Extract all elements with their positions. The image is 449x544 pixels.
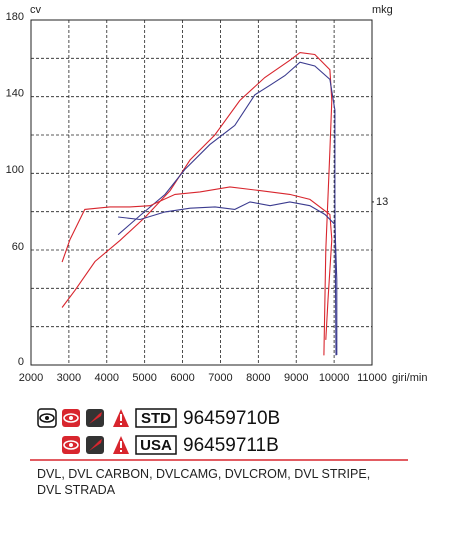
- y-tick-label: 60: [12, 241, 24, 253]
- x-tick-label: 11000: [357, 372, 387, 384]
- part-label: STD: [141, 410, 171, 427]
- x-tick-label: 8000: [246, 372, 270, 384]
- chart: cv mkg giri/min STD 96459710B USA 964597…: [6, 4, 427, 461]
- series-line: [118, 201, 338, 355]
- y-tick-label: 0: [18, 356, 24, 368]
- series-line: [117, 61, 337, 356]
- series-line: [61, 52, 333, 356]
- x-tick-label: 7000: [208, 372, 232, 384]
- y-tick-label: 140: [6, 88, 24, 100]
- icon-row: [37, 408, 129, 428]
- x-tick-label: 10000: [319, 372, 350, 384]
- x-tick-label: 4000: [95, 372, 119, 384]
- part-code: 96459710B: [183, 408, 280, 429]
- x-tick-label: 3000: [57, 372, 81, 384]
- x-unit: giri/min: [392, 372, 427, 384]
- x-tick-label: 5000: [132, 372, 156, 384]
- y2-tick-label: 13: [376, 196, 388, 208]
- series-line: [61, 186, 333, 340]
- part-label: USA: [140, 437, 172, 454]
- x-tick-label: 2000: [19, 372, 43, 384]
- x-tick-label: 6000: [170, 372, 194, 384]
- x-tick-label: 9000: [284, 372, 308, 384]
- models-text: DVL, DVL CARBON, DVLCAMG, DVLCROM, DVL S…: [37, 467, 371, 497]
- part-code: 96459711B: [183, 435, 279, 456]
- y2-axis-label: mkg: [372, 4, 393, 16]
- y-tick-label: 180: [6, 11, 24, 23]
- y-axis-label: cv: [30, 4, 42, 16]
- y-tick-label: 100: [6, 164, 24, 176]
- label-box: [135, 435, 177, 455]
- icon-row: [62, 436, 129, 454]
- label-box: [135, 408, 177, 428]
